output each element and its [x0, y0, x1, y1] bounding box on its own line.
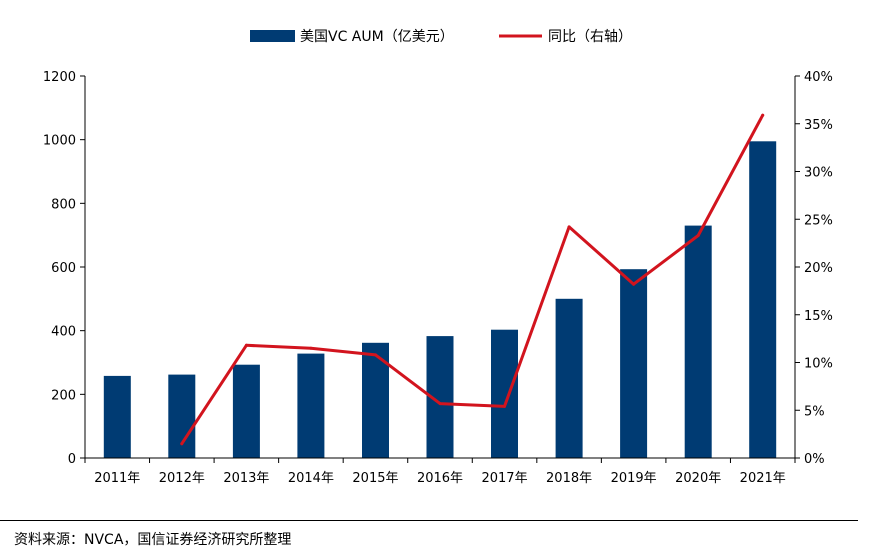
bar-9: [684, 225, 712, 458]
y-right-tick-label-2: 10%: [804, 357, 833, 372]
x-tick-label-1: 2012年: [159, 471, 205, 486]
y-right-tick-label-5: 25%: [804, 213, 833, 228]
y-right-tick-label-8: 40%: [804, 70, 833, 85]
legend-bar-swatch: [250, 30, 295, 42]
bar-3: [297, 353, 325, 458]
x-tick-label-9: 2020年: [675, 471, 721, 486]
x-tick-label-7: 2018年: [546, 471, 592, 486]
y-right-tick-label-3: 15%: [804, 309, 833, 324]
x-tick-label-10: 2021年: [740, 471, 786, 486]
line-point-2: [244, 343, 248, 347]
x-tick-label-5: 2016年: [417, 471, 463, 486]
line-point-1: [180, 442, 184, 446]
bar-0: [103, 375, 131, 458]
bar-8: [620, 269, 648, 458]
chart-svg: 0 200 400 600 800 1000 1200 0% 5% 10% 15% 20% 25% 30%…: [43, 29, 833, 486]
x-tick-label-8: 2019年: [611, 471, 657, 486]
line-point-6: [503, 404, 506, 408]
y-left-tick-label-1: 200: [51, 388, 76, 403]
line-series-yoy: [180, 113, 765, 446]
source-divider: [0, 520, 858, 521]
bar-2: [232, 364, 260, 458]
x-tick-label-3: 2014年: [288, 471, 334, 486]
bar-6: [491, 329, 518, 458]
y-left-tick-label-2: 400: [51, 325, 76, 340]
y-right-tick-label-4: 20%: [804, 261, 833, 276]
y-right-tick-label-7: 35%: [804, 118, 833, 133]
y-left-tick-label-3: 600: [51, 261, 76, 276]
x-tick-label-0: 2011年: [94, 471, 140, 486]
x-tick-label-6: 2017年: [481, 471, 527, 486]
line-point-9: [696, 234, 700, 237]
y-left-tick-label-6: 1200: [43, 70, 76, 85]
y-left-tick-label-4: 800: [51, 197, 76, 212]
bar-4: [362, 342, 389, 458]
x-tick-label-4: 2015年: [352, 471, 398, 486]
y-left-tick-label-5: 1000: [43, 134, 76, 149]
y-right-tick-label-1: 5%: [804, 404, 825, 419]
line-point-3: [309, 346, 313, 350]
y-left-tick-label-0: 0: [68, 452, 76, 467]
legend-bar-label: 美国VC AUM（亿美元）: [300, 29, 454, 45]
bar-10: [749, 141, 777, 459]
y-right-tick-label-0: 0%: [804, 452, 825, 467]
bar-7: [555, 298, 583, 458]
line-point-8: [632, 282, 636, 286]
source-note: 资料来源：NVCA，国信证券经济研究所整理: [14, 532, 292, 548]
line-point-5: [438, 402, 442, 406]
x-tick-label-2: 2013年: [223, 471, 269, 486]
line-point-4: [374, 353, 377, 357]
legend-line-label: 同比（右轴）: [548, 29, 632, 45]
line-point-10: [761, 113, 765, 117]
line-point-7: [567, 225, 571, 229]
y-right-tick-label-6: 30%: [804, 166, 833, 181]
bar-1: [168, 374, 196, 458]
